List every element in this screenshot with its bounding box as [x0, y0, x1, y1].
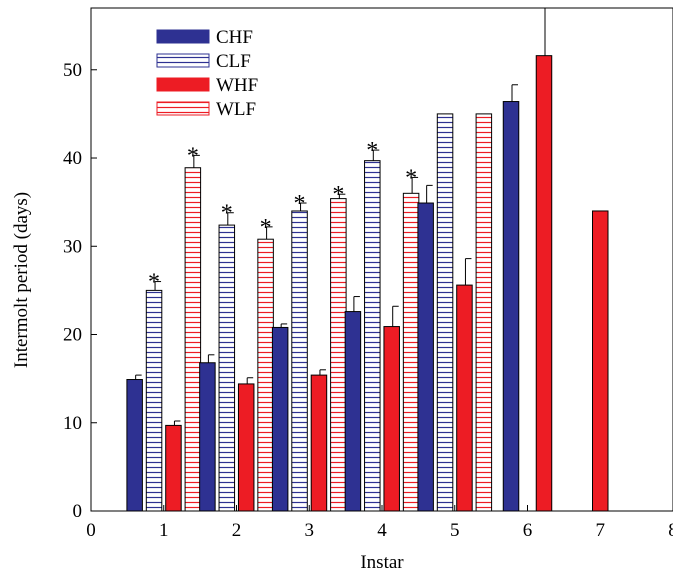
bar-clf-4 — [364, 160, 381, 511]
x-tick-label: 2 — [232, 520, 242, 541]
bar-whf-3 — [310, 374, 328, 511]
y-tick-label: 10 — [63, 413, 82, 434]
y-tick-label: 20 — [63, 325, 82, 346]
legend-swatch-chf — [156, 29, 210, 44]
y-axis-label: Intermolt period (days) — [11, 192, 32, 368]
significance-marker: * — [187, 143, 199, 169]
bar-chf-1 — [126, 379, 143, 511]
y-tick-label: 40 — [63, 148, 82, 169]
bars: * * * * * * * * — [126, 7, 609, 511]
significance-marker: * — [294, 191, 306, 217]
bar-whf-2 — [237, 383, 255, 511]
bar-whf-1 — [165, 424, 182, 511]
x-tick-label: 1 — [159, 520, 169, 541]
bar-clf-5 — [436, 113, 454, 511]
legend-label-chf: CHF — [216, 27, 253, 48]
bar-chf-5 — [417, 202, 434, 511]
bar-clf-3 — [291, 210, 308, 511]
axes: 0 1 2 3 4 5 6 7 8 0 10 20 30 40 50 — [63, 60, 673, 541]
x-tick-label: 3 — [305, 520, 315, 541]
bar-chf-3 — [271, 326, 289, 511]
x-tick-label: 6 — [523, 520, 533, 541]
legend-swatch-whf — [156, 77, 210, 92]
bar-wlf-5 — [475, 113, 493, 511]
bar-whf-7 — [592, 210, 609, 511]
legend-label-wlf: WLF — [216, 99, 256, 120]
x-tick-label: 5 — [450, 520, 460, 541]
legend-swatch-clf — [156, 53, 210, 68]
bar-whf-5 — [456, 284, 473, 511]
y-tick-label: 30 — [63, 236, 82, 257]
bar-wlf-2 — [257, 238, 274, 511]
bar-chf-4 — [344, 311, 362, 511]
x-axis-label: Instar — [360, 552, 404, 573]
y-tick-label: 50 — [63, 60, 82, 81]
bar-wlf-3 — [330, 198, 347, 511]
x-tick-label: 4 — [377, 520, 387, 541]
bar-clf-1 — [145, 289, 163, 511]
x-tick-label: 7 — [596, 520, 606, 541]
bar-whf-6 — [535, 55, 553, 511]
y-tick-label: 0 — [73, 501, 83, 522]
significance-marker: * — [405, 165, 417, 191]
legend: CHF CLF WHF WLF — [156, 27, 258, 120]
legend-label-whf: WHF — [216, 75, 258, 96]
legend-swatch-wlf — [156, 101, 210, 116]
bar-chf-2 — [199, 362, 216, 511]
significance-marker: * — [221, 201, 233, 227]
significance-marker: * — [148, 270, 160, 296]
significance-marker: * — [366, 138, 378, 164]
bar-wlf-4 — [402, 192, 420, 511]
legend-label-clf: CLF — [216, 51, 251, 72]
x-tick-label: 0 — [86, 520, 96, 541]
bar-wlf-1 — [184, 167, 202, 511]
significance-marker: * — [332, 182, 344, 208]
bar-chf-6 — [502, 101, 520, 511]
bar-whf-4 — [383, 326, 400, 511]
significance-marker: * — [260, 215, 272, 241]
x-tick-label: 8 — [668, 520, 673, 541]
bar-clf-2 — [218, 224, 236, 511]
